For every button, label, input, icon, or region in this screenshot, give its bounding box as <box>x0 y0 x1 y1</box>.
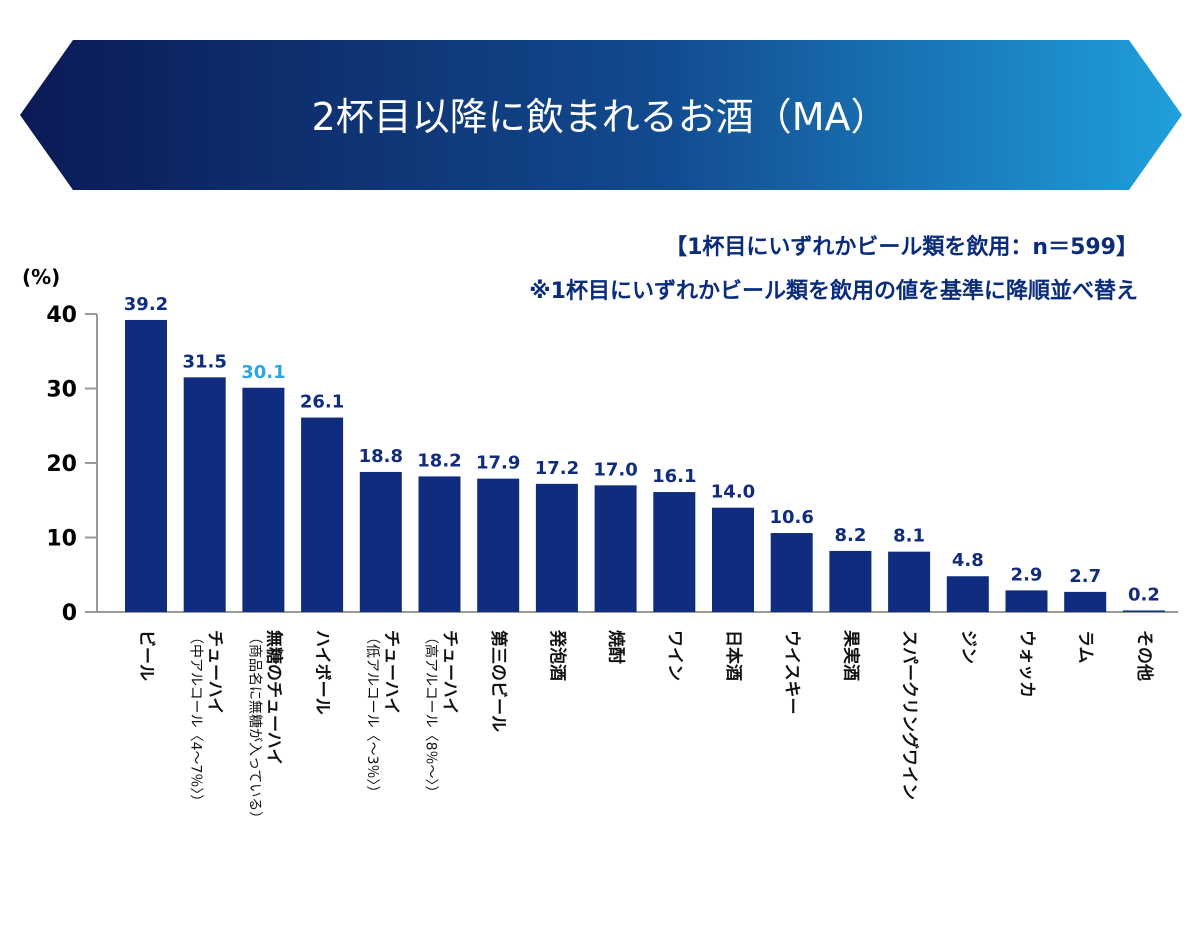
category-label: ビール <box>136 630 156 681</box>
value-label: 2.9 <box>1011 564 1043 585</box>
value-label: 4.8 <box>952 550 984 571</box>
category-label: 焼酎 <box>606 630 627 664</box>
category-sublabel: （中アルコール〈4～7％〉） <box>188 630 204 808</box>
bar <box>1122 610 1165 612</box>
value-label: 10.6 <box>769 507 813 528</box>
value-label: 8.1 <box>893 526 925 547</box>
y-axis-unit: (%) <box>22 265 60 289</box>
category-label: 果実酒 <box>840 630 861 681</box>
value-label: 39.2 <box>124 294 168 315</box>
bar <box>359 471 402 612</box>
category-label: ハイボール <box>312 630 332 715</box>
category-labels: ビール チューハイ（中アルコール〈4～7％〉） 無糖のチューハイ（商品名に無糖が入っ… <box>136 629 1155 825</box>
category-label: 発泡酒 <box>547 629 568 681</box>
bar <box>594 485 637 612</box>
bar <box>301 417 344 612</box>
bar <box>477 478 520 612</box>
bar <box>535 483 578 612</box>
category-label: ジン <box>958 630 978 664</box>
value-label: 31.5 <box>182 351 226 372</box>
bar <box>418 476 461 612</box>
value-label: 0.2 <box>1128 585 1160 606</box>
bar <box>888 551 931 612</box>
title-banner-shape <box>20 40 1182 190</box>
y-tick-label: 10 <box>46 527 77 552</box>
value-label: 17.0 <box>593 459 637 480</box>
category-label: スパークリングワイン <box>899 630 920 800</box>
category-label: チューハイ <box>205 630 225 714</box>
bars <box>125 319 1165 612</box>
category-sublabel: （商品名に無糖が入っている） <box>246 630 262 825</box>
bar <box>242 387 285 612</box>
category-label: ラム <box>1075 630 1095 664</box>
bar <box>770 533 813 612</box>
bar <box>1005 590 1048 612</box>
base-note: 【1杯目にいずれかビール類を飲用：n＝599】 <box>665 234 1138 260</box>
category-label: チューハイ <box>440 630 460 714</box>
value-label: 2.7 <box>1069 566 1101 587</box>
value-label: 17.2 <box>535 458 579 479</box>
category-label: ウォッカ <box>1017 630 1037 698</box>
value-labels: 39.2 31.5 30.1 26.1 18.8 18.2 17.9 17.2 17.0 16.1… <box>124 294 1160 606</box>
category-sublabel: （低アルコール〈～3％〉） <box>364 630 380 800</box>
category-label: その他 <box>1134 630 1155 681</box>
value-label: 14.0 <box>711 482 755 503</box>
value-label: 17.9 <box>476 453 520 474</box>
category-label: 日本酒 <box>723 630 744 681</box>
bar <box>712 507 754 612</box>
title-banner: 2杯目以降に飲まれるお酒（MA） <box>20 40 1182 190</box>
chart-title: 2杯目以降に飲まれるお酒（MA） <box>312 95 889 139</box>
y-tick-label: 0 <box>62 601 77 626</box>
category-label: ワイン <box>664 630 684 681</box>
bar <box>183 377 226 612</box>
value-label: 30.1 <box>241 362 285 383</box>
value-label: 18.8 <box>359 446 403 467</box>
y-tick-label: 20 <box>46 452 77 477</box>
y-tick-label: 40 <box>46 303 77 328</box>
bar <box>1064 591 1107 612</box>
y-tick-label: 30 <box>46 378 77 403</box>
category-label: チューハイ <box>381 630 401 714</box>
value-label: 18.2 <box>417 450 461 471</box>
value-label: 26.1 <box>300 392 344 413</box>
bar <box>829 550 872 612</box>
sort-note: ※1杯目にいずれかビール類を飲用の値を基準に降順並べ替え <box>529 278 1138 304</box>
category-label: ウイスキー <box>782 630 802 715</box>
category-label: 無糖のチューハイ <box>263 630 284 765</box>
bar <box>125 319 167 612</box>
value-label: 8.2 <box>834 525 866 546</box>
bar <box>946 576 989 612</box>
value-label: 16.1 <box>652 466 696 487</box>
category-sublabel: （高アルコール〈8％～〉） <box>423 630 440 800</box>
bar <box>653 492 696 612</box>
category-label: 第三のビール <box>488 630 509 732</box>
